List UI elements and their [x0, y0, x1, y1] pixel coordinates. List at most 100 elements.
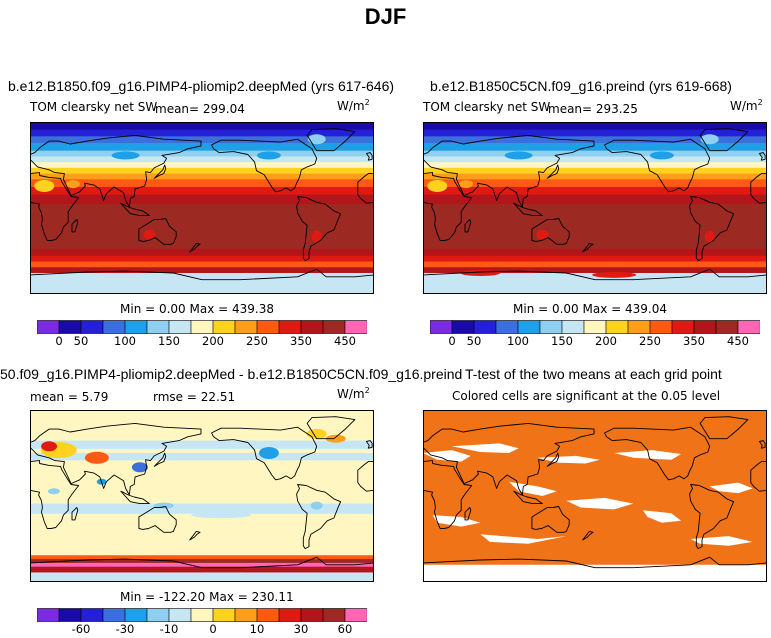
coastline-madagascar: [71, 219, 79, 233]
coastline-australia: [531, 218, 570, 245]
sw-band-17: [30, 272, 374, 282]
canada-snow: [649, 151, 674, 160]
antarctic-ring-2: [592, 271, 637, 278]
diff-band-4: [30, 559, 374, 564]
panel-bl-units-exp: 2: [364, 386, 370, 395]
colorbar-cell: [58, 320, 82, 334]
panel-tl-colorbar: [37, 320, 367, 334]
sw-band-2: [30, 136, 374, 144]
colorbar-tick-label: 450: [727, 334, 749, 348]
colorbar-tick-label: 30: [293, 622, 309, 636]
insignificant-region-4: [509, 481, 557, 496]
coastline-japan: [546, 452, 560, 467]
colorbar-tick-label: 350: [290, 334, 312, 348]
coastline-africa: [423, 172, 473, 241]
panel-bl-colorbar-ticks: -60 -30 -10 0 10 30 60: [37, 622, 367, 638]
insignificant-region-11: [423, 564, 767, 582]
greenland-snow: [700, 134, 719, 145]
coastline-japan: [546, 164, 560, 179]
colorbar-cell: [278, 320, 302, 334]
panel-br-title: T-test of the two means at each grid poi…: [465, 366, 722, 382]
map-frame: [30, 410, 374, 582]
colorbar-cell: [300, 320, 324, 334]
colorbar-cell: [322, 320, 346, 334]
siberia-snow: [504, 151, 533, 160]
coastline-south-america: [296, 196, 342, 262]
panel-bl-title: 50.f09_g16.PIMP4-pliomip2.deepMed - b.e1…: [0, 366, 463, 382]
spac-cool: [191, 512, 252, 519]
insignificant-region-5: [566, 497, 634, 510]
coastline-antarctica: [30, 556, 374, 582]
greenland-snow: [307, 134, 326, 145]
colorbar-cell: [168, 608, 192, 622]
colorbar-cell: [344, 608, 367, 622]
panel-bl-minmax: Min = -122.20 Max = 230.11: [120, 590, 294, 604]
colorbar-cell: [234, 320, 258, 334]
colorbar-tick-label: 200: [202, 334, 224, 348]
coastline-west-africa: [357, 173, 374, 204]
sw-band-16: [30, 267, 374, 274]
sw-band-18: [30, 280, 374, 294]
sw-band-18: [423, 280, 767, 294]
pampas-patch: [311, 230, 322, 243]
coastline-south-america: [689, 196, 735, 262]
panel-tr-colorbar: [430, 320, 760, 334]
map-frame: [30, 122, 374, 294]
colorbar-cell: [102, 608, 126, 622]
insignificant-region-10: [690, 536, 753, 546]
coastline-indonesia: [513, 202, 543, 217]
map-frame: [423, 122, 767, 294]
colorbar-tick-label: 0: [209, 622, 217, 636]
sw-band-2: [423, 136, 767, 144]
sw-band-6: [423, 162, 767, 169]
sw-band-12: [423, 204, 767, 250]
colorbar-cell: [517, 320, 541, 334]
panel-bl-rmse: rmse = 22.51: [153, 390, 236, 404]
sw-band-15: [423, 261, 767, 268]
colorbar-cell: [649, 320, 673, 334]
sw-band-14: [30, 255, 374, 263]
colorbar-tick-label: 100: [507, 334, 529, 348]
sw-band-5: [423, 156, 767, 163]
sw-band-10: [30, 186, 374, 196]
coastline-antarctica: [423, 268, 767, 294]
sw-band-5: [30, 156, 374, 163]
coastline-uk: [758, 440, 766, 449]
sw-band-4: [30, 150, 374, 157]
coastline-indonesia: [513, 490, 543, 505]
panel-tr-colorbar-ticks: 0 50 100 150 200 250 350 450: [430, 334, 760, 350]
panel-tl-title: b.e12.B1850.f09_g16.PIMP4-pliomip2.deepM…: [8, 78, 395, 94]
coastlines: [423, 128, 767, 294]
colorbar-cell: [605, 320, 629, 334]
colorbar-tick-label: 350: [683, 334, 705, 348]
colorbar-cell: [344, 320, 367, 334]
panel-br-map: [423, 410, 767, 582]
arabia-patch: [459, 180, 473, 189]
colorbar-tick-label: 100: [114, 334, 136, 348]
coastline-africa: [30, 172, 80, 241]
coastline-japan: [153, 164, 167, 179]
colorbar-cell: [146, 320, 170, 334]
diff-band-0: [30, 440, 374, 449]
coastline-new-zealand: [189, 242, 201, 253]
arabia-patch: [66, 180, 80, 189]
colorbar-tick-label: -60: [71, 622, 91, 636]
coastline-africa: [30, 460, 80, 529]
insignificant-region-9: [480, 534, 567, 544]
colorbar-cell: [495, 320, 519, 334]
diff-band-1: [30, 453, 374, 461]
colorbar-cell: [212, 320, 236, 334]
colorbar-cell: [627, 320, 651, 334]
sw-band-15: [30, 261, 374, 268]
colorbar-cell: [583, 320, 607, 334]
sw-band-9: [423, 179, 767, 188]
coastline-madagascar: [464, 507, 472, 521]
colorbar-tick-label: 60: [337, 622, 353, 636]
sw-band-17: [423, 272, 767, 282]
panel-bl-units-base: W/m: [337, 387, 365, 401]
colorbar-tick-label: 0: [55, 334, 63, 348]
coastline-madagascar: [71, 507, 79, 521]
coastline-madagascar: [464, 219, 472, 233]
coastline-europe-asia: [423, 422, 595, 496]
coastline-europe-asia: [30, 422, 202, 496]
